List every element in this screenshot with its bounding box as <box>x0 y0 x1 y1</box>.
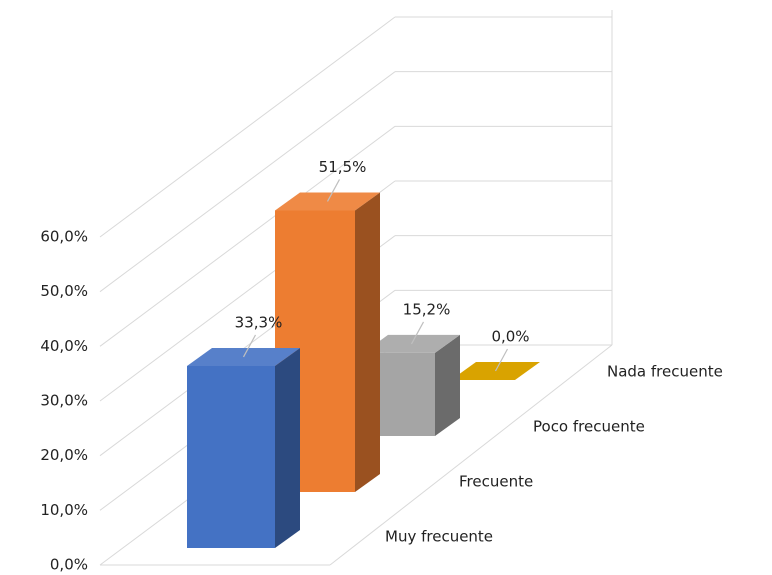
leader-line <box>242 334 257 358</box>
grid-line <box>99 125 396 347</box>
leader-line <box>326 179 341 202</box>
grid-line <box>99 16 396 238</box>
y-tick-label: 20,0% <box>40 446 88 464</box>
y-tick-label: 30,0% <box>40 392 88 410</box>
floor-edge <box>329 344 613 566</box>
value-label: 15,2% <box>403 300 451 318</box>
leader-line <box>494 348 509 372</box>
leader-line <box>410 321 425 345</box>
bar-side <box>355 192 380 492</box>
value-label: 51,5% <box>319 158 367 176</box>
bar-side <box>435 334 460 436</box>
category-label: Poco frecuente <box>533 418 645 436</box>
bar <box>187 347 300 548</box>
grid-line <box>99 71 396 293</box>
value-label: 33,3% <box>235 313 283 331</box>
bar-side <box>275 347 300 548</box>
y-tick-label: 40,0% <box>40 337 88 355</box>
category-label: Nada frecuente <box>607 363 723 381</box>
bar-front <box>187 365 275 548</box>
category-label: Muy frecuente <box>385 528 493 546</box>
y-tick-label: 0,0% <box>50 556 88 574</box>
value-label: 0,0% <box>491 328 529 346</box>
category-label: Frecuente <box>459 473 533 491</box>
y-tick-label: 60,0% <box>40 228 88 246</box>
y-tick-label: 10,0% <box>40 501 88 519</box>
y-tick-label: 50,0% <box>40 282 88 300</box>
